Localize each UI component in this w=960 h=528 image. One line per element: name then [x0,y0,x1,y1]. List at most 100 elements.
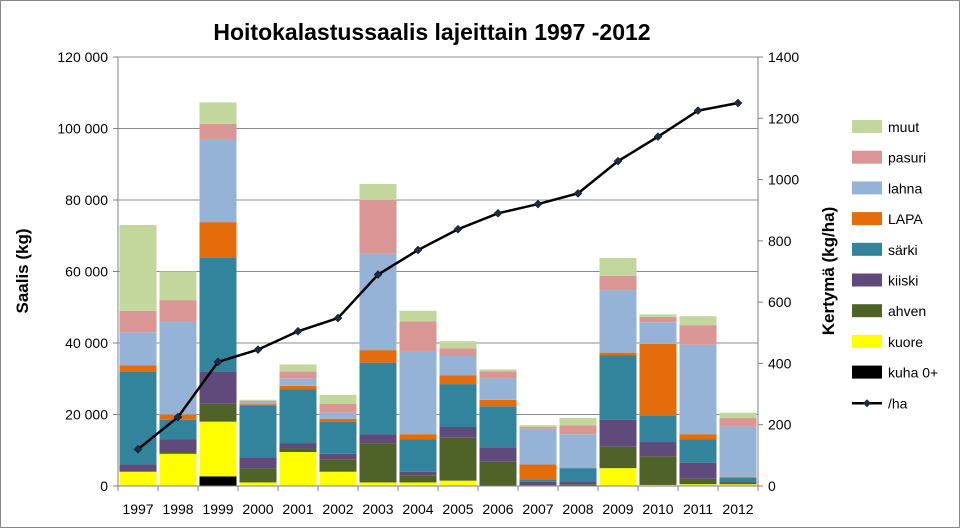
legend-label: särki [888,242,918,258]
bar-segment [319,403,357,413]
bar-segment [199,123,237,140]
bar-segment [559,418,597,426]
legend-label: LAPA [888,211,923,227]
bar-segment [399,310,437,322]
bar-segment [359,362,397,435]
bar-segment [199,139,237,223]
legend-swatch [852,150,882,164]
legend-label: kuore [888,334,923,350]
bar-segment [279,378,317,386]
bar-segment [279,452,317,486]
bar-segment [439,437,477,481]
x-tick-label: 2008 [562,501,593,517]
bar-segment [159,453,197,486]
line-marker [373,270,383,279]
bar-segment [319,471,357,486]
bar-segment [559,425,597,435]
bar-segment [399,439,437,472]
x-tick-label: 2000 [242,501,273,517]
tick-labels: 0 20 000 40 000 60 000 80 000 100 000 120 000 0… [57,49,799,517]
bar-segment [639,442,677,457]
bar-segment [719,477,757,482]
legend-swatch [852,212,882,226]
chart-title: Hoitokalastussaalis lajeittain 1997 -201… [213,19,650,45]
bar-segment [239,482,277,486]
bar-segment [239,399,277,401]
legend-swatch [852,181,882,195]
bar-segment [559,481,597,485]
x-tick-label: 2004 [402,501,433,517]
line-marker [213,357,223,367]
x-tick-label: 1999 [202,501,233,517]
bar-segment [439,384,477,428]
bar-segment [479,461,517,486]
bar-segment [239,404,277,406]
x-tick-label: 2002 [322,501,353,517]
bar-segment [519,479,557,482]
bar-segment [639,316,677,323]
bar-segment [599,355,637,420]
line-marker [733,98,743,108]
bar-segment [119,464,157,472]
bar-segment [359,350,397,363]
bar-segment [439,341,477,349]
bar-segment [159,271,197,301]
legend-label: ahven [888,303,926,319]
bar-segment [159,300,197,322]
bar-segment [439,480,477,486]
legend-swatch [852,120,882,133]
bars [119,102,757,486]
y-axis-label: Saalis (kg) [13,228,32,313]
bar-segment [639,322,677,344]
y2-tick-label: 600 [768,294,792,310]
legend-label: muut [888,119,919,135]
y-tick-label: 0 [100,478,108,494]
bar-segment [559,484,597,486]
x-tick-label: 2003 [362,501,393,517]
bar-segment [119,332,157,366]
legend-label: /ha [888,395,908,411]
bar-segment [119,310,157,333]
bar-segment [679,462,717,479]
bar-segment [559,468,597,482]
bar-segment [239,400,277,403]
line-marker [253,345,263,354]
bar-segment [719,418,757,427]
bar-segment [679,439,717,463]
x-tick-label: 2009 [602,501,633,517]
bar-segment [319,394,357,404]
y2-tick-label: 0 [768,478,776,494]
line-marker [453,224,463,234]
bar-segment [519,425,557,428]
bar-segment [599,257,637,276]
bar-segment [479,378,517,400]
y2-axis-label: Kertymä (kg/ha) [819,207,838,335]
bar-segment [159,419,197,440]
bar-segment [279,364,317,372]
bar-segment [479,406,517,448]
line-marker [693,106,703,115]
y2-tick-label: 400 [768,355,792,371]
x-tick-label: 2001 [282,501,313,517]
bar-segment [719,481,757,483]
y2-tick-label: 1400 [768,49,799,65]
bar-segment [599,468,637,486]
line-marker [333,313,343,323]
bar-segment [679,344,717,435]
bar-segment [639,415,677,443]
bar-segment [479,371,517,379]
line-marker [573,189,583,198]
bar-segment [399,321,437,352]
bar-segment [239,402,277,405]
bar-segment [319,453,357,460]
bar-segment [359,253,397,351]
bar-segment [599,275,637,291]
bar-segment [199,371,237,404]
bar-segment [599,290,637,353]
bar-segment [439,348,477,356]
y2-tick-label: 1200 [768,110,799,126]
y-tick-label: 120 000 [57,49,108,65]
bar-segment [599,446,637,469]
x-tick-label: 2010 [642,501,673,517]
legend-label: pasuri [888,150,926,166]
